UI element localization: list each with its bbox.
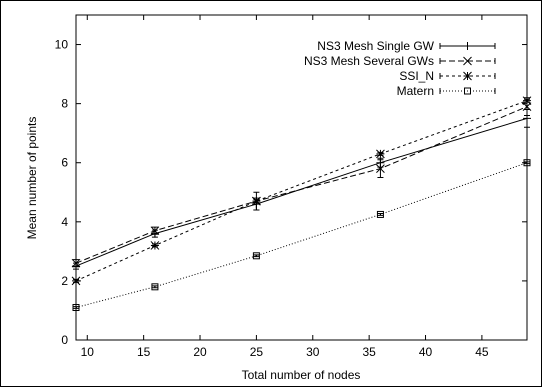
y-axis-label: Mean number of points	[25, 117, 39, 240]
legend-marker	[464, 87, 471, 95]
y-tick-label: 4	[61, 215, 68, 229]
data-point	[252, 252, 260, 260]
legend-label: Matern	[397, 84, 434, 98]
data-point	[150, 226, 160, 236]
y-tick-label: 6	[61, 156, 68, 170]
x-tick-label: 20	[193, 345, 207, 359]
y-tick-label: 0	[61, 333, 68, 347]
legend-marker	[463, 56, 472, 66]
x-tick-label: 25	[250, 345, 264, 359]
legend-label: NS3 Mesh Several GWs	[304, 54, 434, 68]
series-line	[75, 117, 528, 267]
x-tick-label: 40	[419, 345, 433, 359]
series-line	[75, 162, 528, 308]
data-point	[252, 196, 261, 206]
plot-frame	[75, 14, 528, 341]
x-tick-label: 10	[81, 345, 95, 359]
y-tick-label: 8	[61, 97, 68, 111]
legend-errorbar-cap	[439, 88, 496, 94]
axis-ticks: 10 15 20 25 30 35 40 45 0 2 4 6 8 10	[55, 15, 527, 359]
x-tick-label: 45	[475, 345, 489, 359]
y-tick-label: 10	[55, 38, 69, 52]
x-tick-label: 15	[137, 345, 151, 359]
data-point	[376, 210, 384, 218]
legend-errorbar-cap	[439, 73, 496, 79]
legend-label: SSI_N	[399, 69, 434, 83]
legend-marker	[463, 71, 472, 81]
series-4	[72, 159, 531, 311]
series-2	[71, 97, 532, 268]
data-point	[522, 96, 532, 106]
series-3	[71, 96, 532, 286]
data-point	[71, 276, 81, 286]
series-layer	[71, 96, 532, 311]
data-point	[376, 164, 385, 173]
x-axis-label: Total number of nodes	[242, 368, 361, 382]
series-line	[75, 100, 528, 282]
legend-item: SSI_N	[399, 69, 496, 83]
legend-item: Matern	[397, 84, 496, 98]
data-point	[151, 283, 159, 291]
data-point	[376, 149, 385, 159]
legend-marker	[463, 42, 472, 50]
legend-item: NS3 Mesh Single GW	[317, 39, 496, 53]
x-tick-label: 30	[306, 345, 320, 359]
data-point	[150, 241, 160, 250]
legend-errorbar-cap	[439, 43, 496, 49]
data-point	[523, 159, 531, 167]
data-point	[71, 258, 81, 268]
data-point	[72, 304, 80, 311]
legend-errorbar-cap	[439, 58, 496, 64]
series-line	[75, 106, 528, 264]
legend-item: NS3 Mesh Several GWs	[304, 54, 496, 68]
y-tick-label: 2	[61, 274, 68, 288]
x-tick-label: 35	[362, 345, 376, 359]
legend-label: NS3 Mesh Single GW	[317, 39, 434, 53]
